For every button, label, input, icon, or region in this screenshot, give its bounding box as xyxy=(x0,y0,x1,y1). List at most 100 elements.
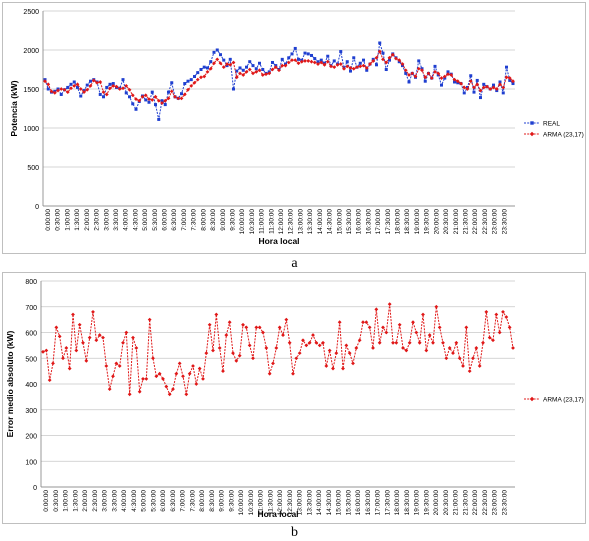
data-point xyxy=(403,68,408,73)
data-point xyxy=(388,58,391,62)
data-point xyxy=(176,96,181,101)
data-point xyxy=(348,66,353,70)
data-point xyxy=(501,310,505,314)
x-tick-label: 15:30:00 xyxy=(345,490,352,516)
data-point xyxy=(475,82,480,87)
data-point xyxy=(227,320,232,325)
data-point xyxy=(394,56,398,61)
x-tick-label: 7:30:00 xyxy=(189,490,196,512)
data-point xyxy=(241,322,245,327)
data-point xyxy=(117,364,122,368)
data-point xyxy=(280,63,285,68)
data-point xyxy=(324,364,329,368)
data-point xyxy=(267,71,272,76)
data-point xyxy=(177,361,182,366)
data-point xyxy=(264,72,268,77)
y-tick-label: 500 xyxy=(27,165,39,172)
data-point xyxy=(212,61,216,66)
x-tick-label: 22:30:00 xyxy=(482,209,489,235)
data-point xyxy=(293,46,297,50)
data-point xyxy=(128,95,131,99)
data-point xyxy=(358,64,363,69)
data-point xyxy=(111,82,115,86)
data-point xyxy=(384,68,388,71)
data-point xyxy=(291,371,295,376)
data-point xyxy=(241,68,245,72)
data-point xyxy=(472,90,476,94)
series-line xyxy=(44,42,514,120)
data-point xyxy=(410,71,415,76)
data-point xyxy=(384,60,389,65)
data-point xyxy=(247,343,252,348)
data-point xyxy=(225,62,229,66)
data-point xyxy=(297,57,300,61)
data-point xyxy=(137,389,142,394)
data-point xyxy=(248,60,252,64)
data-point xyxy=(332,59,336,63)
data-point xyxy=(140,94,145,99)
data-point xyxy=(98,92,102,96)
y-tick-label: 400 xyxy=(25,382,37,389)
x-tick-label: 2:00:00 xyxy=(82,490,89,512)
data-point xyxy=(134,346,139,350)
data-point xyxy=(341,366,345,371)
data-point xyxy=(59,92,63,96)
x-tick-label: 12:30:00 xyxy=(287,490,294,516)
gridlines xyxy=(43,10,515,207)
data-point xyxy=(358,61,362,65)
data-point xyxy=(144,376,149,381)
data-point xyxy=(351,361,355,366)
data-point xyxy=(228,57,232,61)
x-tick-label: 7:30:00 xyxy=(191,209,198,231)
data-point xyxy=(46,87,50,91)
data-point xyxy=(94,338,99,343)
x-tick-label: 1:30:00 xyxy=(72,490,79,512)
data-point xyxy=(442,74,447,79)
x-tick-label: 20:00:00 xyxy=(433,209,440,235)
data-point xyxy=(491,85,496,90)
data-point xyxy=(238,66,242,70)
x-tick-label: 18:30:00 xyxy=(404,209,411,235)
data-point xyxy=(69,82,73,86)
data-point xyxy=(374,55,379,60)
data-point xyxy=(322,62,327,67)
y-tick-label: 800 xyxy=(25,279,37,286)
data-point xyxy=(244,325,249,330)
data-point xyxy=(459,81,463,86)
data-point xyxy=(368,62,372,66)
data-point xyxy=(41,349,45,354)
data-point xyxy=(414,330,419,335)
data-point xyxy=(167,392,172,397)
data-point xyxy=(492,83,495,87)
legend-marker xyxy=(530,121,534,125)
data-point xyxy=(192,80,197,85)
data-point xyxy=(199,75,203,80)
chart-panel-b: 0 100 200 300 400 500 600 700 800 0:00:00 0:30:00 1… xyxy=(2,272,586,524)
x-tick-label: 2:00:00 xyxy=(84,209,91,231)
data-point xyxy=(114,84,119,89)
data-point xyxy=(407,340,412,345)
data-point xyxy=(121,86,125,91)
data-point xyxy=(62,87,67,92)
data-point xyxy=(124,91,128,95)
data-point xyxy=(501,85,506,90)
x-tick-label: 23:30:00 xyxy=(501,490,508,516)
chart-panel-a: 0 500 1000 1500 2000 2500 0:00:00 0:30:00 1:00:0… xyxy=(2,2,586,254)
x-tick-label: 16:30:00 xyxy=(365,490,372,516)
data-point xyxy=(290,52,294,56)
x-tick-label: 1:00:00 xyxy=(63,490,70,512)
data-point xyxy=(212,50,216,54)
x-tick-label: 13:00:00 xyxy=(297,209,304,235)
x-tick-label: 9:30:00 xyxy=(228,490,235,512)
x-tick-label: 17:30:00 xyxy=(384,490,391,516)
data-point xyxy=(327,348,332,353)
data-point xyxy=(391,340,395,345)
data-point xyxy=(482,82,486,86)
x-tick-label: 15:00:00 xyxy=(336,209,343,235)
data-point xyxy=(281,333,285,337)
data-point xyxy=(478,88,483,93)
data-point xyxy=(277,68,281,73)
data-point xyxy=(186,79,190,83)
series-1 xyxy=(41,302,515,397)
data-point xyxy=(273,65,278,70)
